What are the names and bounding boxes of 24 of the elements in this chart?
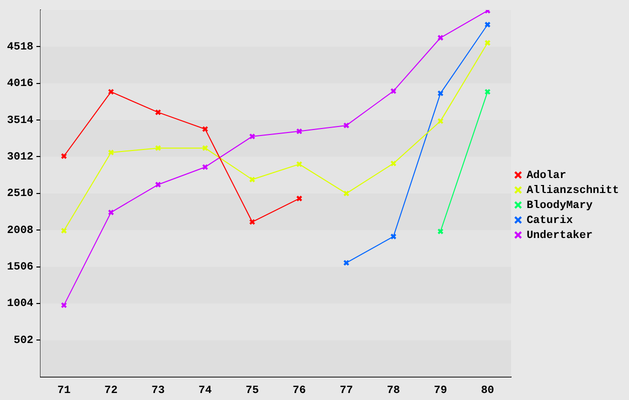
legend-label: Allianzschnitt [526,184,620,197]
x-tick-label: 71 [57,385,71,398]
y-tick-label: 1506 [7,262,34,274]
legend-label: Undertaker [526,230,593,242]
y-tick-label: 4016 [7,78,34,90]
x-tick-label: 77 [340,385,353,398]
x-tick-label: 78 [386,385,400,398]
x-tick-label: 72 [104,385,118,398]
y-tick-label: 3012 [7,151,34,164]
x-tick-label: 74 [198,385,212,398]
y-tick-label: 4518 [7,41,34,54]
y-tick-label: 502 [14,334,34,347]
x-tick-label: 73 [151,385,166,398]
x-tick-label: 75 [246,385,260,398]
y-tick-label: 1004 [7,298,34,310]
legend-label: Caturix [526,214,574,227]
legend-label: Adolar [526,170,566,182]
y-tick-label: 2008 [7,224,34,237]
y-tick-label: 3514 [7,114,34,127]
legend-label: BloodyMary [526,200,593,212]
y-tick-label: 2510 [7,188,34,200]
x-tick-label: 79 [434,385,448,398]
x-tick-label: 76 [292,385,306,398]
x-tick-label: 80 [480,385,494,398]
